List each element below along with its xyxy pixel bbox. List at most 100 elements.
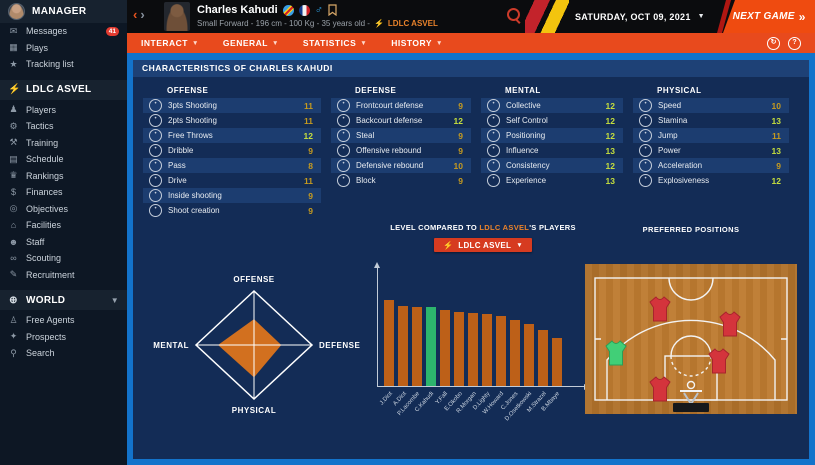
sidebar-item-label: Free Agents (26, 315, 75, 326)
comparison-title-prefix: LEVEL COMPARED TO (390, 223, 477, 232)
player-identity: Charles Kahudi ♂ Small Forward - 196 cm … (197, 4, 438, 28)
sidebar-item-tactics[interactable]: ⚙ Tactics (0, 118, 127, 135)
basket-stand-base (673, 403, 709, 412)
position-jersey (719, 311, 741, 337)
team-select-dropdown[interactable]: ⚡ LDLC ASVEL ▼ (434, 238, 532, 252)
2pts-shooting-stat-icon: • (149, 114, 162, 127)
frontcourt-defense-stat-icon: • (337, 99, 350, 112)
sidebar-item-prospects[interactable]: ✦ Prospects (0, 329, 127, 346)
sidebar-item-label: Recruitment (26, 269, 75, 280)
jersey-icon: ♟ (9, 104, 18, 115)
stat-label: Free Throws (168, 131, 213, 140)
position-jersey (649, 296, 671, 322)
stat-label: Acceleration (658, 161, 703, 170)
sidebar-item-staff[interactable]: ☻ Staff (0, 234, 127, 251)
consistency-stat-icon: • (487, 159, 500, 172)
sidebar-item-schedule[interactable]: ▤ Schedule (0, 151, 127, 168)
stat-value: 8 (308, 160, 313, 171)
sidebar-item-messages[interactable]: ✉ Messages 41 (0, 23, 127, 40)
stat-row-speed: • Speed 10 (633, 98, 789, 113)
tactics-icon: ⚙ (9, 120, 18, 131)
calendar-icon: ▤ (9, 153, 18, 164)
refresh-icon[interactable]: ↻ (767, 36, 780, 50)
experience-stat-icon: • (487, 174, 500, 187)
menu-statistics[interactable]: STATISTICS ▼ (303, 38, 367, 48)
stat-column-mental: MENTAL • Collective 12 • Self Control 12 • Posit… (481, 84, 633, 218)
comparison-title-team: LDLC ASVEL (479, 223, 530, 232)
sidebar-item-label: Staff (26, 236, 45, 247)
stat-label: Dribble (168, 146, 194, 155)
sidebar-item-label: Tactics (26, 121, 54, 132)
content-frame: CHARACTERISTICS OF CHARLES KAHUDI OFFENS… (127, 53, 815, 465)
speed-stat-icon: • (639, 99, 652, 112)
stat-value: 13 (605, 175, 615, 186)
forward-icon[interactable]: › (140, 7, 145, 22)
sidebar-section-world[interactable]: ⊕ WORLD ▼ (0, 290, 127, 310)
search-icon[interactable] (507, 8, 520, 21)
sidebar-item-label: Training (26, 137, 59, 148)
stat-row-collective: • Collective 12 (481, 98, 623, 113)
sidebar-item-objectives[interactable]: ◎ Objectives (0, 201, 127, 218)
sidebar-item-facilities[interactable]: ⌂ Facilities (0, 217, 127, 234)
free-throws-stat-icon: • (149, 129, 162, 142)
sidebar-item-tracking-list[interactable]: ★ Tracking list (0, 56, 127, 73)
sidebar-item-training[interactable]: ⚒ Training (0, 135, 127, 152)
stat-value: 11 (772, 130, 781, 141)
sidebar-item-label: Messages (26, 26, 68, 37)
people-icon: ☻ (8, 236, 19, 247)
sidebar-item-recruitment[interactable]: ✎ Recruitment (0, 267, 127, 284)
bar-y-fall (440, 310, 450, 386)
help-icon[interactable]: ? (788, 36, 801, 50)
bar-a-diot (398, 306, 408, 386)
menu-general[interactable]: GENERAL ▼ (223, 38, 279, 48)
main-area: ‹ › Charles Kahudi ♂ Small Forward - 196… (127, 0, 815, 465)
back-icon[interactable]: ‹ (133, 7, 138, 22)
next-game-button[interactable]: NEXT GAME » (723, 0, 815, 33)
stat-row-pass: • Pass 8 (143, 158, 321, 173)
sidebar-section-ldlc-asvel[interactable]: ⚡ LDLC ASVEL (0, 79, 127, 100)
stat-value: 12 (453, 115, 463, 126)
position-jersey (708, 348, 730, 374)
basketball-court-diagram (585, 264, 797, 414)
stat-row-jump: • Jump 11 (633, 128, 789, 143)
positioning-stat-icon: • (487, 129, 500, 142)
stat-column-header: OFFENSE (167, 86, 209, 95)
stat-value: 9 (458, 100, 463, 111)
sidebar-item-finances[interactable]: $ Finances (0, 184, 127, 201)
offensive-rebound-stat-icon: • (337, 144, 350, 157)
stat-row-frontcourt-defense: • Frontcourt defense 9 (331, 98, 471, 113)
stat-column-physical: PHYSICAL • Speed 10 • Stamina 13 • Jump 11 • Power 1… (633, 84, 799, 218)
position-jersey (649, 376, 671, 402)
whistle-icon: ⚒ (9, 137, 18, 148)
stat-value: 12 (605, 115, 615, 126)
bookmark-icon[interactable] (328, 4, 337, 16)
stat-row-power: • Power 13 (633, 143, 789, 158)
stat-value: 9 (308, 190, 313, 201)
drive-stat-icon: • (149, 174, 162, 187)
stat-column-header: MENTAL (505, 86, 541, 95)
chevron-down-icon: ▼ (191, 39, 199, 47)
pass-stat-icon: • (149, 159, 162, 172)
bar-b-mbaye (552, 338, 562, 386)
sidebar-item-plays[interactable]: ▦ Plays (0, 40, 127, 57)
menu-interact[interactable]: INTERACT ▼ (141, 38, 199, 48)
chevron-down-icon: ▼ (697, 13, 705, 20)
sidebar-header-manager[interactable]: MANAGER (0, 0, 127, 23)
manager-avatar (8, 3, 25, 20)
bar-r-morgan (468, 313, 478, 386)
sidebar-item-scouting[interactable]: ∞ Scouting (0, 250, 127, 267)
stat-value: 11 (304, 115, 313, 126)
section-label: WORLD (26, 294, 66, 306)
stat-column-header: PHYSICAL (657, 86, 702, 95)
stat-value: 12 (605, 100, 615, 111)
player-team-link[interactable]: LDLC ASVEL (387, 19, 438, 28)
sidebar-item-free-agents[interactable]: ♙ Free Agents (0, 312, 127, 329)
stat-row-self-control: • Self Control 12 (481, 113, 623, 128)
sidebar-item-players[interactable]: ♟ Players (0, 102, 127, 119)
game-date-dropdown[interactable]: SATURDAY, OCT 09, 2021 ▼ (575, 0, 705, 33)
sidebar-item-rankings[interactable]: ♛ Rankings (0, 168, 127, 185)
sidebar-item-search[interactable]: ⚲ Search (0, 345, 127, 362)
menu-history[interactable]: HISTORY ▼ (391, 38, 443, 48)
stat-column-offense: OFFENSE • 3pts Shooting 11 • 2pts Shooting 11 •… (143, 84, 331, 218)
